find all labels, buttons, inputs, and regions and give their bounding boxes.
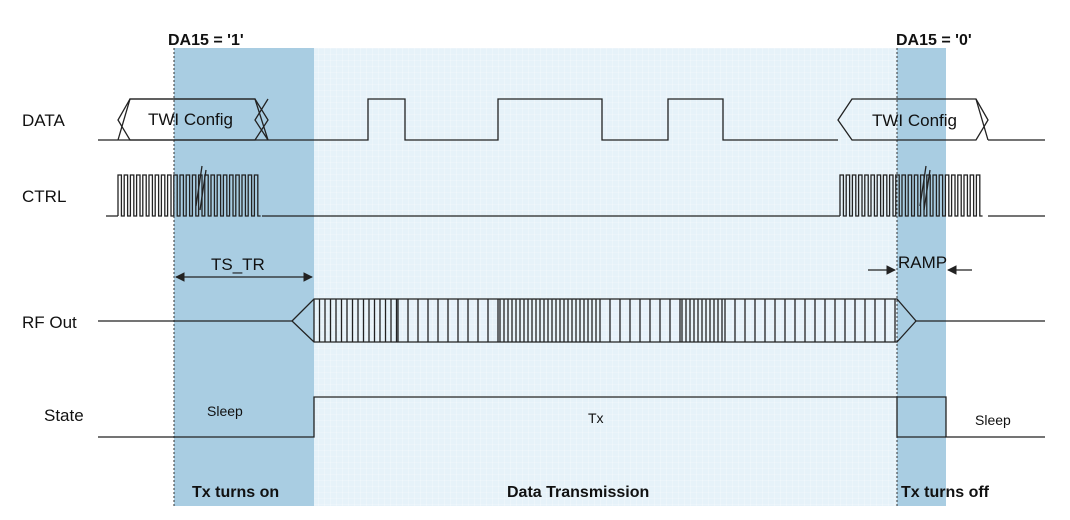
data-line bbox=[98, 98, 1045, 141]
marker-start-label: DA15 = '1' bbox=[168, 32, 244, 49]
state-line bbox=[98, 396, 1045, 438]
state-tx: Tx bbox=[588, 410, 604, 426]
ctrl-break-right bbox=[919, 165, 927, 207]
data-box-right-tail bbox=[975, 98, 989, 141]
phase-data-band-grid bbox=[314, 48, 897, 506]
data-waveform bbox=[98, 98, 1045, 141]
ctrl-break-right-2 bbox=[923, 169, 931, 211]
rf-carrier-ticks-path bbox=[313, 299, 896, 342]
rf-waveform bbox=[98, 298, 1045, 343]
state-sleep-left: Sleep bbox=[207, 403, 243, 419]
state-waveform bbox=[98, 396, 1045, 438]
data-box-right-label: TWI Config bbox=[872, 111, 957, 130]
ctrl-pulses-right-path bbox=[839, 174, 983, 217]
ctrl-break-left bbox=[195, 165, 203, 207]
ctrl-pulses-left-path bbox=[117, 174, 261, 217]
state-sleep-right: Sleep bbox=[975, 412, 1011, 428]
marker-end-label: DA15 = '0' bbox=[896, 32, 972, 49]
ctrl-break-left-2 bbox=[199, 169, 207, 211]
signal-label-rf: RF Out bbox=[22, 313, 77, 332]
signal-label-ctrl: CTRL bbox=[22, 187, 66, 206]
ctrl-pulses-left bbox=[117, 174, 261, 217]
phase-backgrounds bbox=[173, 48, 946, 506]
data-box-left-outline bbox=[117, 98, 269, 141]
signal-label-state: State bbox=[44, 406, 84, 425]
ramp-label: RAMP bbox=[898, 253, 947, 272]
ts-tr-label: TS_TR bbox=[211, 255, 265, 274]
ctrl-waveform bbox=[106, 165, 1045, 217]
phase-label-off: Tx turns off bbox=[901, 484, 990, 501]
data-box-left-label: TWI Config bbox=[148, 110, 233, 129]
phase-tx-off-band bbox=[897, 48, 946, 506]
state-ramp-low bbox=[896, 397, 946, 438]
ctrl-pulses-right bbox=[839, 174, 983, 217]
phase-label-data: Data Transmission bbox=[507, 484, 649, 501]
phase-label-on: Tx turns on bbox=[192, 484, 279, 501]
signal-label-data: DATA bbox=[22, 111, 65, 130]
rf-carrier-ticks bbox=[313, 299, 896, 342]
